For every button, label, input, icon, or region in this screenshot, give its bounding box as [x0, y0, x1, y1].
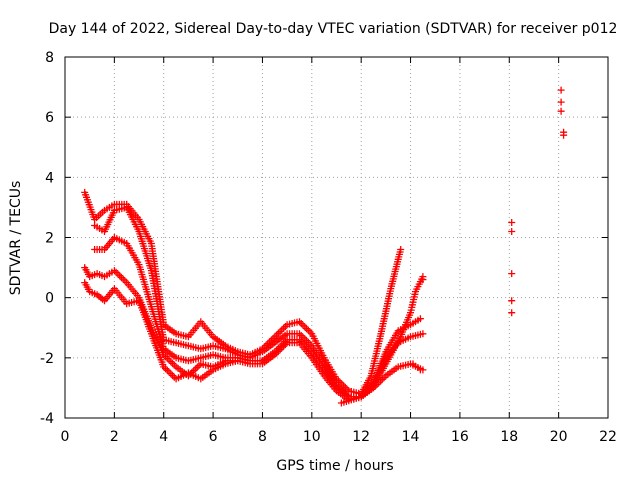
data-point [508, 228, 516, 235]
x-tick-label: 10 [303, 429, 321, 445]
y-tick-label: 8 [45, 50, 54, 66]
x-axis-title: GPS time / hours [276, 458, 393, 474]
data-point [416, 315, 424, 323]
data-point [419, 330, 427, 338]
y-axis-title: SDTVAR / TECUs [8, 181, 24, 296]
data-points [81, 86, 568, 407]
x-tick-label: 22 [599, 429, 617, 445]
data-point [409, 360, 417, 368]
data-point [508, 297, 516, 305]
data-point [397, 246, 405, 253]
data-point [416, 366, 424, 374]
data-point [508, 219, 516, 226]
data-point [303, 325, 310, 333]
x-tick-label: 14 [402, 429, 420, 445]
x-tick-label: 0 [61, 429, 70, 445]
y-tick-label: -2 [40, 351, 54, 367]
plot-frame [64, 56, 609, 419]
data-point [508, 270, 516, 278]
y-tick-label: -4 [40, 411, 54, 427]
x-tick-label: 2 [110, 429, 119, 445]
grid [65, 57, 608, 418]
data-point [297, 332, 305, 339]
y-axis-ticks: -4 -2 0 2 4 6 8 [40, 50, 608, 427]
data-point [301, 323, 309, 331]
chart-title: Day 144 of 2022, Sidereal Day-to-day VTE… [49, 21, 618, 37]
data-point [557, 86, 565, 94]
x-tick-label: 6 [209, 429, 218, 445]
x-tick-label: 16 [451, 429, 469, 445]
x-axis-ticks: 0 2 4 6 8 10 12 14 16 18 20 22 [61, 57, 617, 445]
data-point [299, 321, 307, 329]
x-tick-label: 4 [159, 429, 168, 445]
x-tick-label: 18 [500, 429, 518, 445]
y-tick-label: 2 [45, 231, 54, 247]
y-tick-label: 6 [45, 110, 54, 126]
y-tick-label: 4 [45, 170, 54, 186]
data-point [557, 107, 565, 115]
data-point [234, 357, 242, 365]
x-tick-label: 12 [352, 429, 370, 445]
data-point [557, 98, 565, 106]
x-tick-label: 8 [258, 429, 267, 445]
data-point [508, 309, 516, 317]
y-tick-label: 0 [45, 291, 54, 307]
data-point [560, 131, 568, 139]
x-tick-label: 20 [550, 429, 568, 445]
data-point [419, 276, 427, 284]
data-point [297, 320, 305, 327]
